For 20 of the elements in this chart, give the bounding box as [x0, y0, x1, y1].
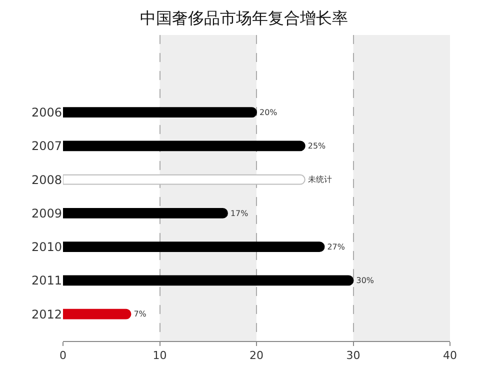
x-tick-label: 10 — [152, 349, 167, 362]
x-tick-label: 30 — [346, 349, 360, 362]
y-tick-label: 2009 — [31, 206, 62, 220]
y-tick-label: 2006 — [31, 106, 62, 120]
y-tick-label: 2012 — [31, 307, 62, 322]
bar — [63, 208, 228, 218]
bar — [63, 275, 354, 286]
chart-title: 中国奢侈品市场年复合增长率 — [140, 8, 348, 28]
y-tick-label: 2008 — [31, 172, 62, 187]
y-tick-label: 2011 — [31, 274, 62, 288]
bar — [63, 107, 257, 118]
bar — [63, 242, 325, 252]
y-tick-label: 2010 — [31, 240, 62, 254]
y-tick-label: 2007 — [31, 139, 62, 154]
x-tick-label: 40 — [443, 349, 457, 362]
bar — [63, 308, 132, 320]
bar — [63, 140, 306, 152]
x-tick-label: 20 — [250, 349, 264, 362]
bar — [63, 174, 306, 185]
x-tick-label: 0 — [60, 349, 66, 362]
